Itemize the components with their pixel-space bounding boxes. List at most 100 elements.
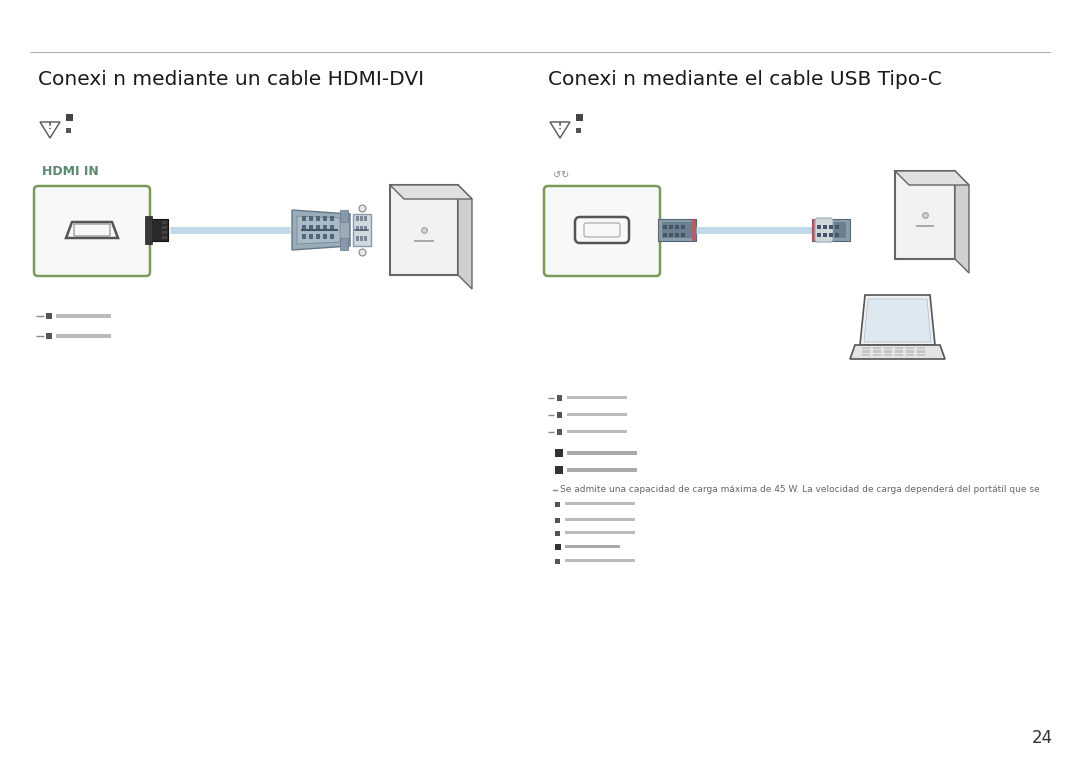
Bar [812, 219, 816, 241]
Bar [873, 353, 881, 356]
Bar [309, 225, 313, 230]
Bar [662, 222, 692, 238]
Text: HDMI IN: HDMI IN [42, 165, 98, 178]
Bar [567, 468, 637, 472]
Text: Conexi n mediante el cable USB Tipo-C: Conexi n mediante el cable USB Tipo-C [548, 70, 942, 89]
Bar [567, 451, 637, 455]
Bar [885, 353, 892, 356]
Bar [360, 236, 363, 241]
Bar [316, 216, 320, 221]
Bar [302, 225, 306, 230]
Bar [309, 216, 313, 221]
Bar [895, 171, 955, 259]
Bar [567, 396, 627, 399]
Bar [353, 214, 372, 246]
Bar [862, 353, 870, 356]
Bar [162, 231, 167, 234]
Bar [658, 219, 696, 241]
Bar [895, 346, 903, 349]
Bar [555, 449, 563, 457]
FancyBboxPatch shape [544, 186, 660, 276]
Bar [330, 216, 334, 221]
Bar [364, 226, 367, 231]
FancyBboxPatch shape [815, 218, 833, 242]
Bar [340, 238, 348, 250]
Bar [885, 346, 892, 349]
Bar [576, 114, 583, 121]
Bar [323, 216, 327, 221]
Bar [885, 350, 892, 353]
Polygon shape [297, 216, 340, 244]
Bar [873, 350, 881, 353]
Bar [906, 353, 914, 356]
Polygon shape [390, 185, 472, 199]
Bar [302, 234, 306, 239]
Polygon shape [292, 210, 350, 250]
Bar [356, 216, 359, 221]
Bar [895, 353, 903, 356]
Polygon shape [850, 345, 945, 359]
Bar [66, 114, 73, 121]
Bar [816, 222, 846, 238]
Bar [56, 314, 111, 318]
Bar [323, 234, 327, 239]
Polygon shape [864, 299, 931, 342]
Bar [692, 219, 696, 241]
Bar [162, 221, 167, 224]
Text: Conexi n mediante un cable HDMI-DVI: Conexi n mediante un cable HDMI-DVI [38, 70, 424, 89]
Bar [873, 346, 881, 349]
Bar [862, 350, 870, 353]
Polygon shape [955, 171, 969, 273]
Bar [555, 502, 561, 507]
Bar [557, 429, 562, 435]
Bar [356, 226, 359, 231]
Bar [557, 395, 562, 401]
Bar [555, 466, 563, 474]
Bar [557, 412, 562, 418]
Bar [555, 518, 561, 523]
Bar [565, 559, 635, 562]
Bar [555, 531, 561, 536]
Bar [148, 219, 168, 241]
Bar [330, 234, 334, 239]
Bar [414, 240, 434, 242]
Bar [555, 559, 561, 564]
Bar [565, 502, 635, 505]
Bar [316, 225, 320, 230]
Bar [567, 413, 627, 416]
Bar [565, 531, 635, 534]
Bar [66, 128, 71, 133]
Text: !: ! [48, 122, 52, 131]
Text: !: ! [558, 122, 562, 131]
FancyBboxPatch shape [33, 186, 150, 276]
Polygon shape [458, 185, 472, 289]
Text: 24: 24 [1031, 729, 1053, 747]
Bar [356, 236, 359, 241]
Bar [56, 334, 111, 338]
Bar [862, 346, 870, 349]
Bar [162, 236, 167, 239]
Bar [565, 518, 635, 521]
Text: Se admite una capacidad de carga máxima de 45 W. La velocidad de carga dependerá: Se admite una capacidad de carga máxima … [561, 485, 1040, 494]
Bar [576, 128, 581, 133]
Bar [917, 350, 924, 353]
Bar [567, 430, 627, 433]
Bar [316, 234, 320, 239]
Bar [145, 216, 152, 244]
Bar [565, 545, 620, 548]
Bar [309, 234, 313, 239]
Bar [302, 216, 306, 221]
Bar [555, 544, 561, 550]
Bar [360, 216, 363, 221]
Bar [916, 225, 934, 227]
Bar [46, 333, 52, 339]
Bar [906, 350, 914, 353]
Bar [360, 226, 363, 231]
Bar [340, 210, 348, 222]
Bar [895, 350, 903, 353]
Bar [162, 226, 167, 229]
Bar [364, 236, 367, 241]
Bar [390, 185, 458, 275]
Bar [323, 225, 327, 230]
Polygon shape [860, 295, 935, 345]
